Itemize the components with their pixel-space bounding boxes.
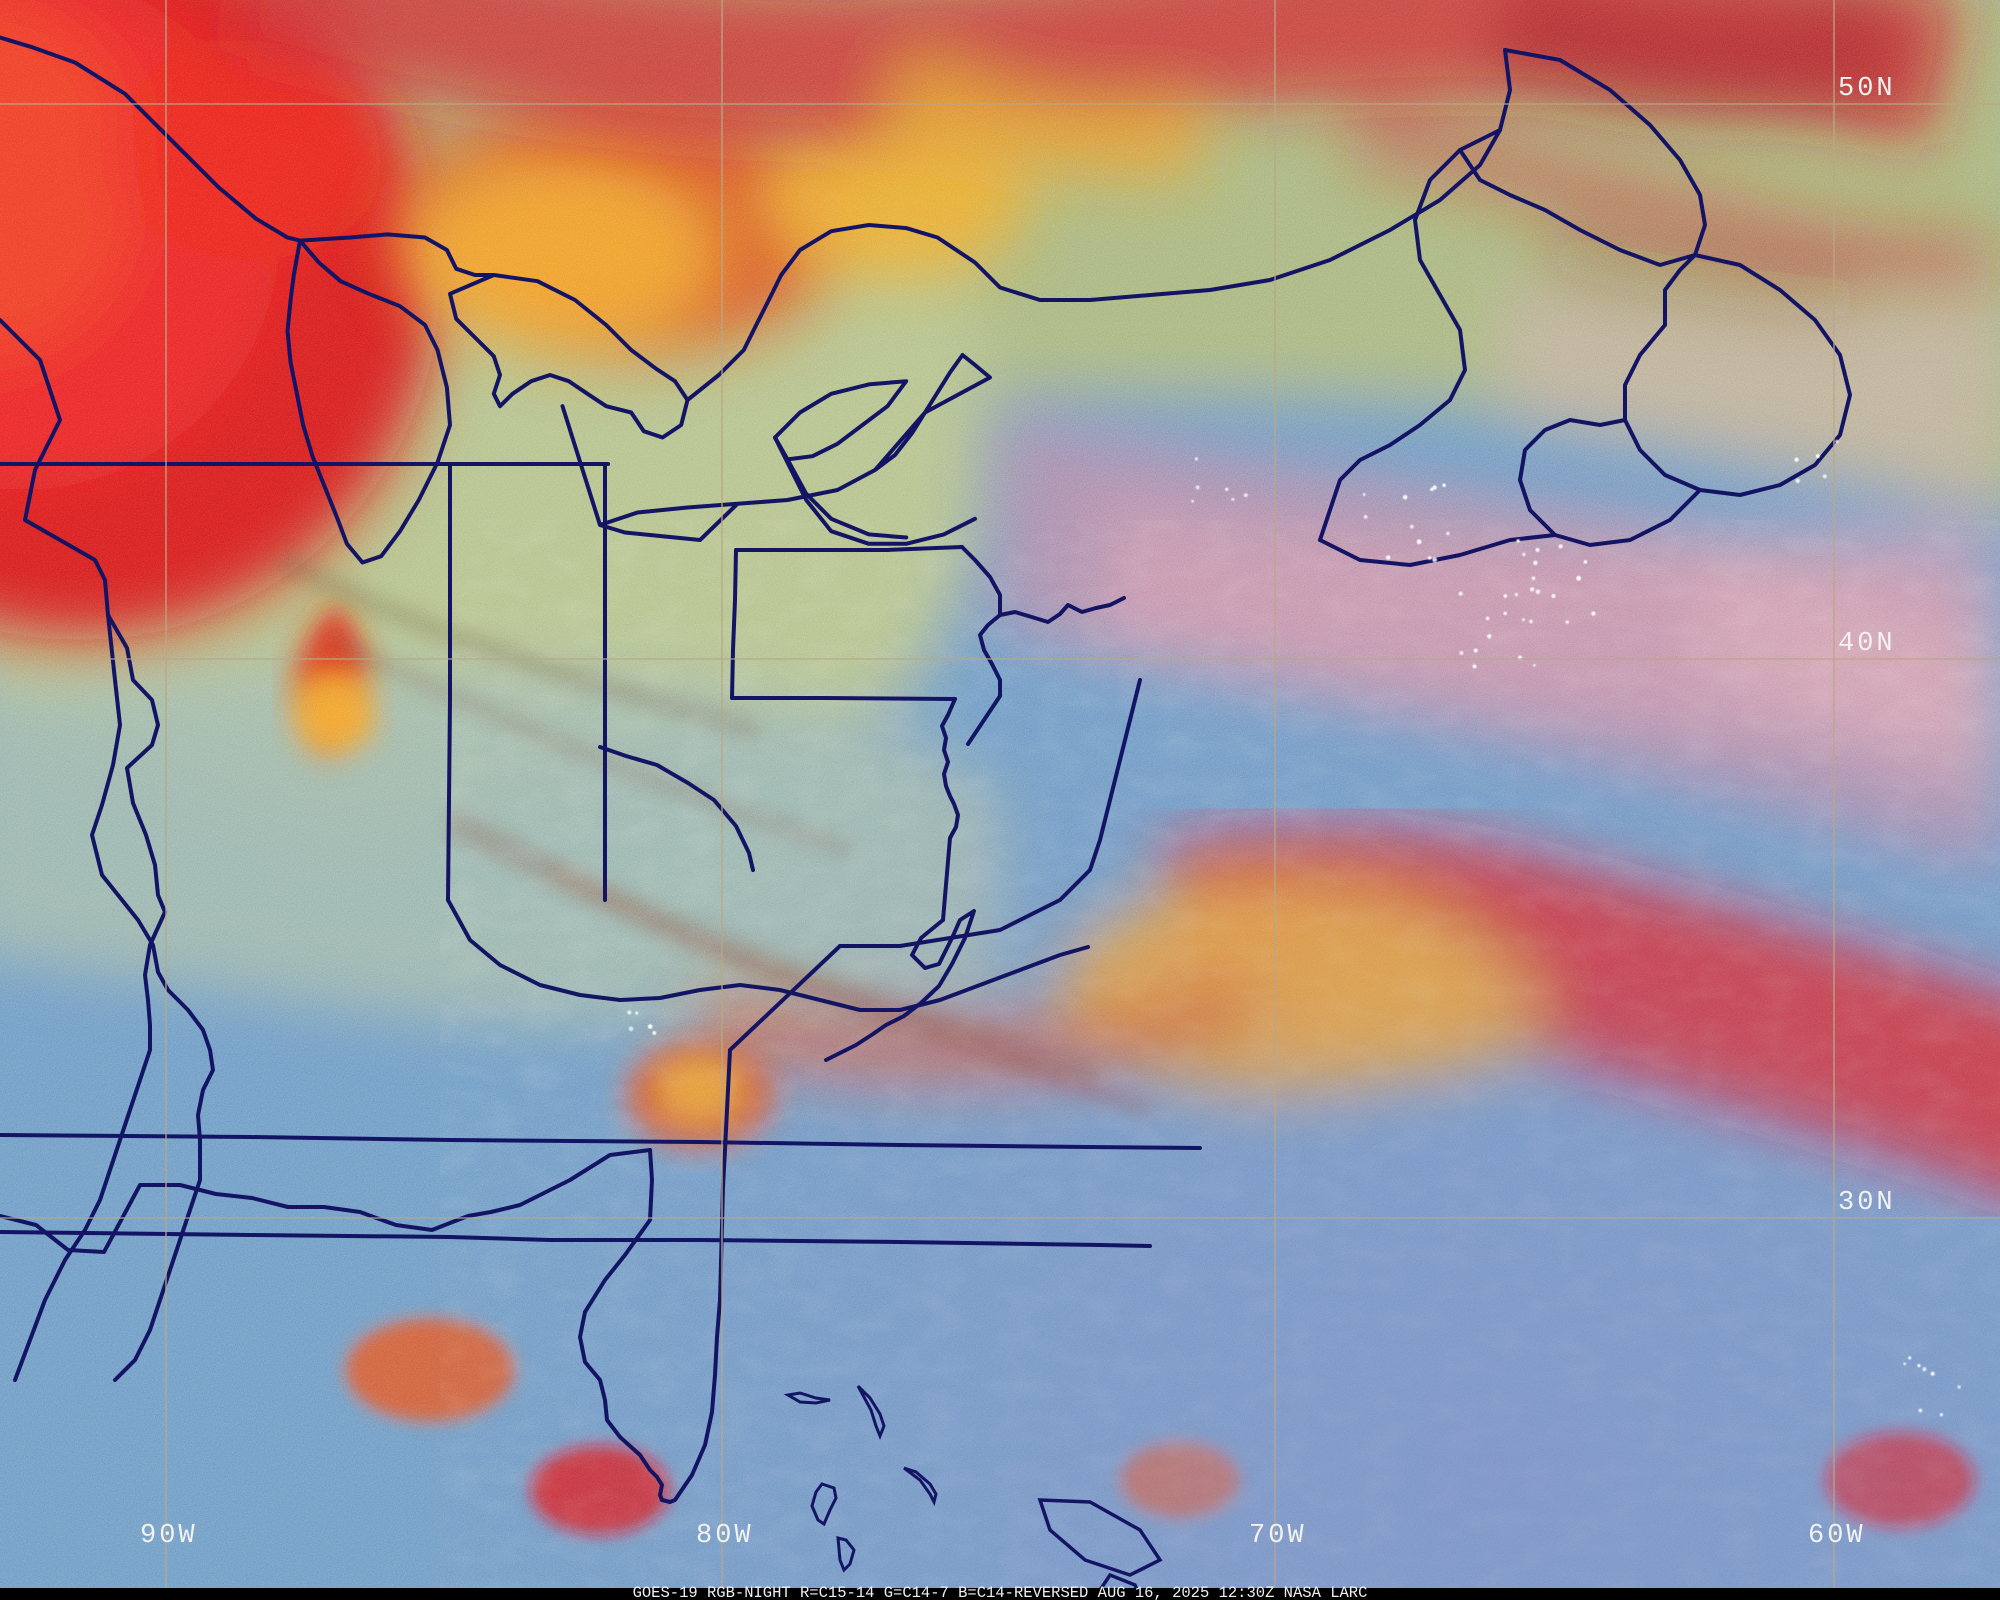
svg-text:GOES-19 RGB-NIGHT R=C15-14 G: GOES-19 RGB-NIGHT R=C15-14 G=C14-7 B=C14… — [633, 1584, 1368, 1600]
